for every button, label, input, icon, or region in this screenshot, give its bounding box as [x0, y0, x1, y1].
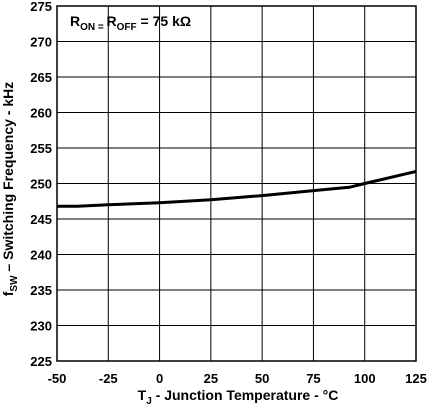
y-tick-label: 235 [30, 283, 52, 298]
y-tick-label: 255 [30, 141, 52, 156]
x-tick-label: 50 [255, 371, 269, 386]
x-tick-label: 75 [306, 371, 320, 386]
y-tick-label: 225 [30, 354, 52, 369]
y-tick-label: 250 [30, 177, 52, 192]
y-tick-label: 270 [30, 35, 52, 50]
series-group [57, 169, 417, 208]
series-line [57, 169, 417, 208]
y-tick-label: 230 [30, 319, 52, 334]
x-tick-label: 125 [405, 371, 427, 386]
y-tick-labels: 225 230 235 240 245 250 255 260 265 270 275 [30, 0, 52, 369]
x-tick-label: 100 [354, 371, 376, 386]
x-axis-title: TJ - Junction Temperature - °C [138, 387, 339, 405]
y-tick-label: 275 [30, 0, 52, 14]
y-tick-label: 240 [30, 248, 52, 263]
x-tick-label: -25 [99, 371, 118, 386]
x-tick-label: 0 [156, 371, 163, 386]
y-tick-label: 260 [30, 106, 52, 121]
x-tick-label: 25 [204, 371, 218, 386]
annotation: RON = ROFF = 75 kΩ [70, 13, 191, 33]
x-tick-label: -50 [48, 371, 67, 386]
x-tick-labels: -50 -25 0 25 50 75 100 125 [48, 371, 427, 386]
plot-frame [56, 5, 417, 362]
y-axis-title: fSW – Switching Frequency - kHz [0, 82, 20, 296]
y-tick-label: 265 [30, 70, 52, 85]
y-tick-label: 245 [30, 212, 52, 227]
